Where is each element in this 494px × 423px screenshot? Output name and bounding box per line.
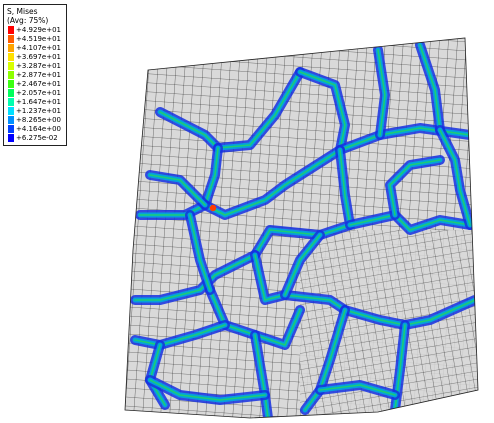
grain-boundary [304,309,346,411]
legend-value: +4.107e+01 [16,44,61,52]
specimen-outline [124,37,479,419]
legend-title: S, Mises [7,7,38,16]
grain-boundary [389,159,441,216]
legend-swatch [8,26,14,34]
grain-boundary [159,111,219,149]
legend-swatch [8,98,14,106]
legend-value: +2.467e+01 [16,80,61,88]
legend-swatch [8,116,14,124]
grain-boundary [439,129,471,226]
grain-boundary [149,379,266,401]
grain-boundary [319,384,396,396]
legend-value: +1.647e+01 [16,98,61,106]
legend-swatch [8,125,14,133]
grain-boundary [419,44,441,131]
legend-swatch [8,134,14,142]
legend-swatch [8,35,14,43]
legend-value: +4.164e+00 [16,125,61,133]
legend-value: +8.265e+00 [16,116,61,124]
stress-hotspot [209,204,217,212]
legend-swatch [8,44,14,52]
grain-boundary [349,214,471,231]
mesh-body [125,38,478,418]
legend-swatch [8,107,14,115]
legend-value: +3.287e+01 [16,62,61,70]
grain-boundary [377,49,386,136]
grain-boundary [134,324,226,346]
grain-boundary [149,174,206,206]
legend-value: +4.929e+01 [16,26,61,34]
legend-swatch [8,80,14,88]
grain-boundary [254,149,351,256]
legend-swatch [8,62,14,70]
legend-value: +4.519e+01 [16,35,61,43]
grain-boundaries [130,40,478,418]
legend-value: +2.877e+01 [16,71,61,79]
legend-value: +6.275e-02 [16,134,58,142]
grain-boundary [189,214,211,291]
grain-boundary [299,71,346,151]
legend-swatch [8,89,14,97]
legend-swatch [8,71,14,79]
grain-boundary [204,149,341,216]
grain-boundary [284,234,321,296]
grain-boundary [217,71,301,149]
legend-value: +3.697e+01 [16,53,61,61]
legend-value: +1.237e+01 [16,107,61,115]
legend-subtitle: (Avg: 75%) [7,16,49,25]
legend-swatch [8,53,14,61]
legend-value: +2.057e+01 [16,89,61,97]
stress-legend: S, Mises (Avg: 75%) +4.929e+01 +4.519e+01… [3,4,67,146]
